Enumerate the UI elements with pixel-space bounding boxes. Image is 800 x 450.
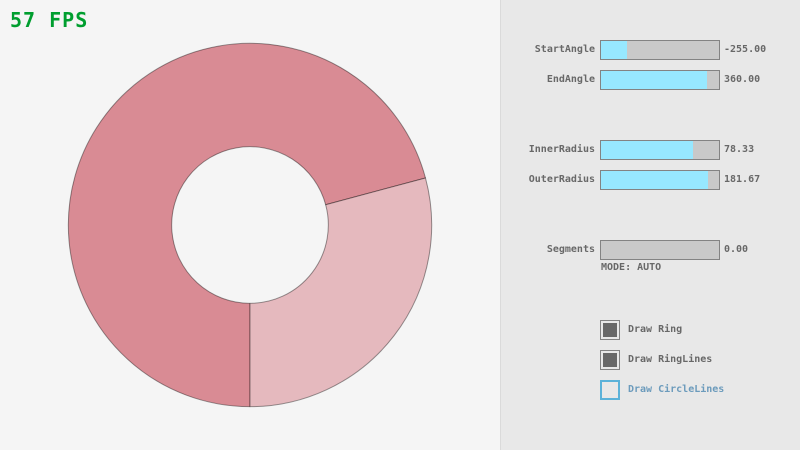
startangle-slider-row: StartAngle -255.00 (501, 40, 800, 60)
draw-circlelines-row: Draw CircleLines (501, 380, 800, 400)
innerradius-slider[interactable] (600, 140, 720, 160)
fps-counter: 57 FPS (10, 8, 89, 32)
endangle-label: EndAngle (546, 74, 595, 85)
outerradius-slider[interactable] (600, 170, 720, 190)
segments-label: Segments (546, 244, 595, 255)
slider-fill (601, 41, 627, 59)
draw-ringlines-label: Draw RingLines (628, 354, 713, 365)
startangle-slider[interactable] (600, 40, 720, 60)
ring-sector-light (249, 177, 433, 408)
startangle-value: -255.00 (724, 44, 767, 55)
checkbox-check-mark (603, 323, 617, 337)
draw-ring-label: Draw Ring (628, 324, 683, 335)
segments-value: 0.00 (724, 244, 749, 255)
draw-ring-row: Draw Ring (501, 320, 800, 340)
endangle-slider[interactable] (600, 70, 720, 90)
outerradius-label: OuterRadius (528, 174, 595, 185)
slider-fill (601, 71, 708, 89)
ring-sector-dark (67, 42, 427, 408)
segments-slider[interactable] (600, 240, 720, 260)
outerradius-slider-row: OuterRadius 181.67 (501, 170, 800, 190)
draw-ringlines-row: Draw RingLines (501, 350, 800, 370)
startangle-label: StartAngle (534, 44, 595, 55)
settings-panel: StartAngle -255.00 EndAngle 360.00 Inner… (500, 0, 800, 450)
draw-ringlines-checkbox[interactable] (600, 350, 620, 370)
innerradius-value: 78.33 (724, 144, 755, 155)
draw-ring-checkbox[interactable] (600, 320, 620, 340)
segments-mode-label: MODE: AUTO (601, 262, 662, 273)
outerradius-value: 181.67 (724, 174, 761, 185)
segments-slider-row: Segments 0.00 (501, 240, 800, 260)
checkbox-check-mark (603, 353, 617, 367)
draw-circlelines-label: Draw CircleLines (628, 384, 725, 395)
endangle-value: 360.00 (724, 74, 761, 85)
endangle-slider-row: EndAngle 360.00 (501, 70, 800, 90)
innerradius-label: InnerRadius (528, 144, 595, 155)
slider-fill (601, 171, 709, 189)
slider-fill (601, 141, 694, 159)
draw-circlelines-checkbox[interactable] (600, 380, 620, 400)
innerradius-slider-row: InnerRadius 78.33 (501, 140, 800, 160)
